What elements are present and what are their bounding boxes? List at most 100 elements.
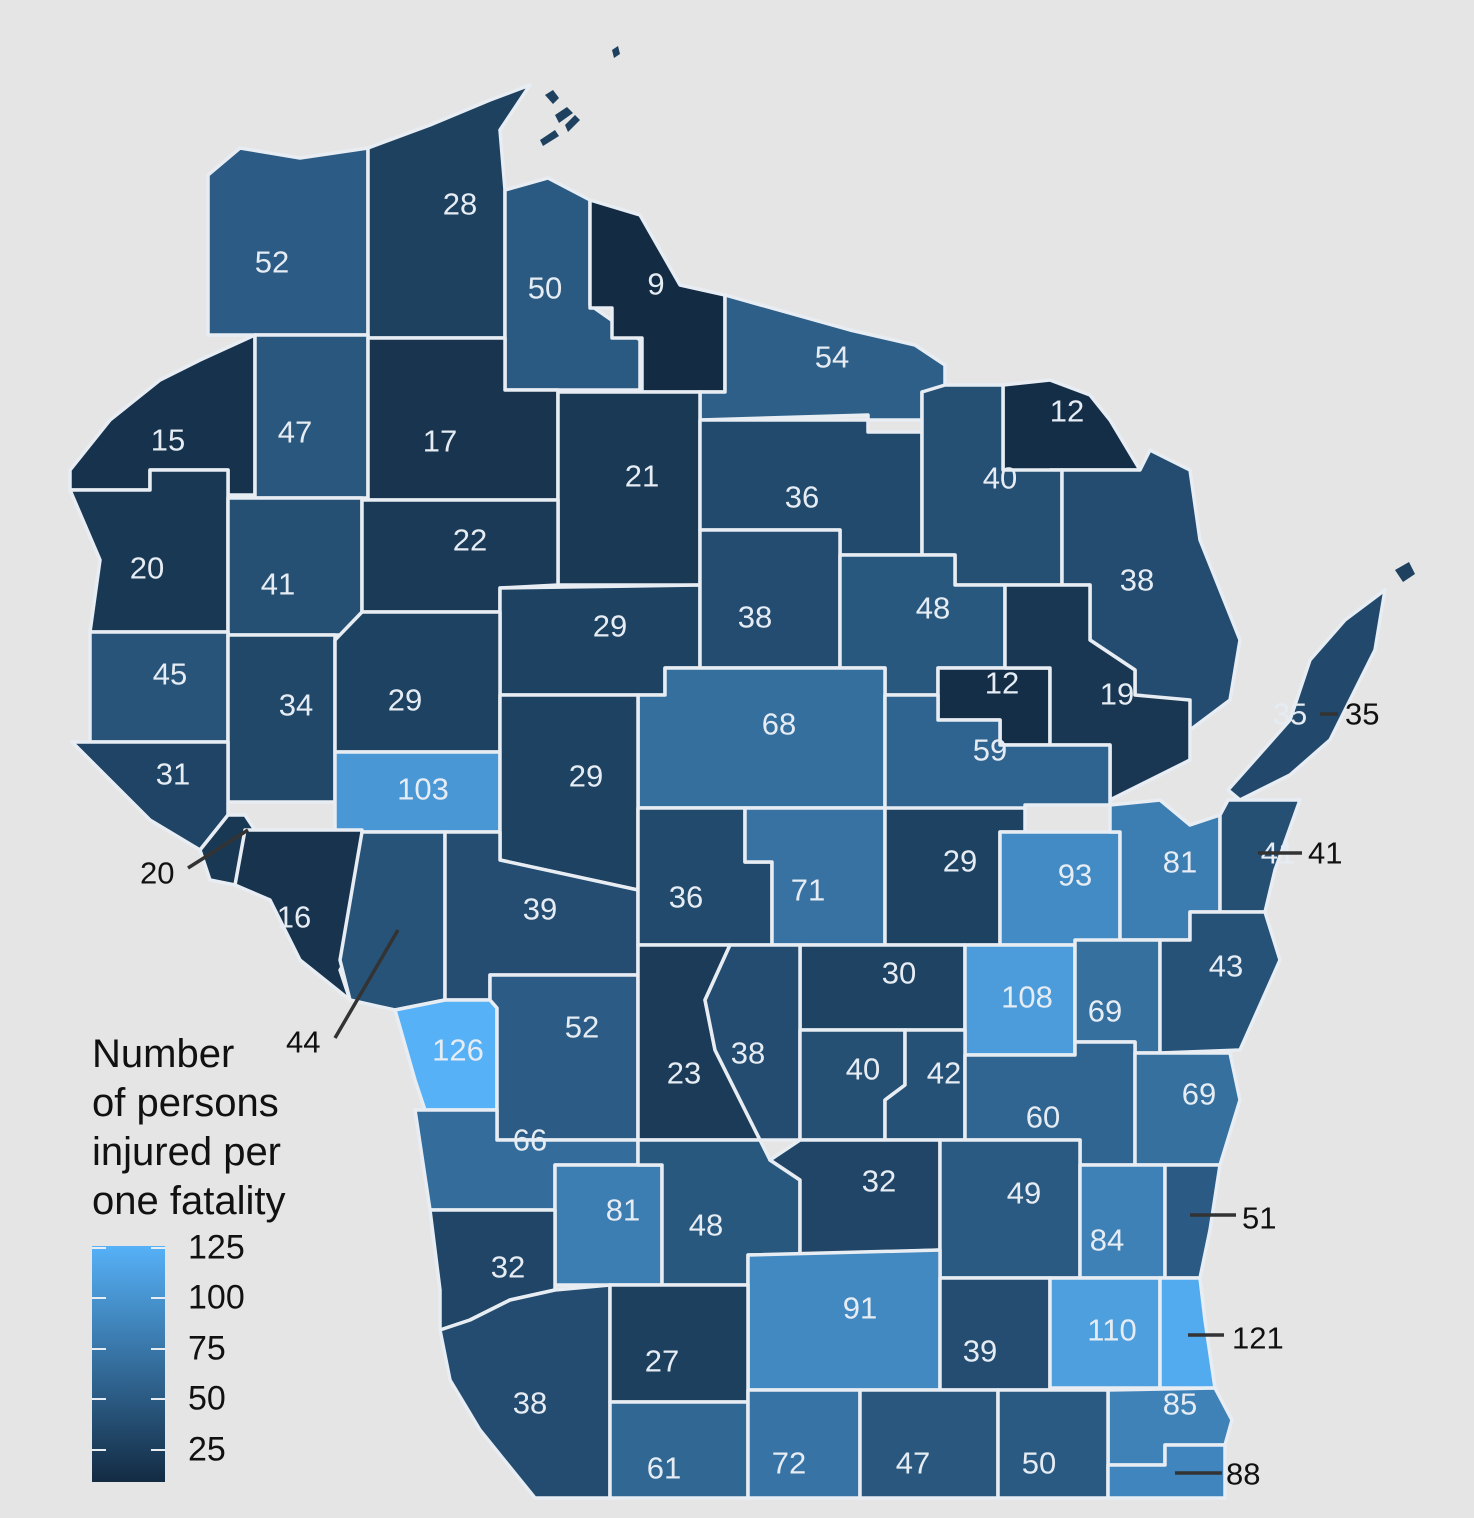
- legend-tick-mark: [151, 1347, 165, 1350]
- county-value-label: 38: [731, 1036, 765, 1071]
- legend-tick-mark: [92, 1398, 106, 1401]
- county-region: [206, 146, 370, 337]
- legend-tick-label: 75: [188, 1329, 226, 1368]
- county-value-label: 42: [927, 1056, 961, 1091]
- county-value-label: 69: [1182, 1077, 1216, 1112]
- county-value-label: 66: [513, 1123, 547, 1158]
- legend-tick-label: 25: [188, 1430, 226, 1469]
- county-value-label: 103: [397, 772, 449, 807]
- outside-value-labels: 35 41 20 44 51 121 88: [140, 697, 1379, 1492]
- county-value-label: 110: [1087, 1313, 1136, 1348]
- county-value-label: 48: [916, 591, 950, 626]
- county-region: [996, 1388, 1110, 1500]
- county-value-label: 60: [1026, 1100, 1060, 1135]
- county-value-label: 81: [606, 1193, 640, 1228]
- outside-value-label: 44: [286, 1025, 320, 1060]
- county-value-label: 36: [785, 480, 819, 515]
- county-value-label: 30: [882, 956, 916, 991]
- county-value-label: 38: [513, 1386, 547, 1421]
- county-value-label: 32: [862, 1164, 896, 1199]
- county-value-label: 31: [156, 757, 190, 792]
- county-value-label: 12: [1050, 394, 1084, 429]
- county-value-label: 16: [277, 900, 311, 935]
- county-value-label: 50: [1022, 1446, 1056, 1481]
- county-value-label: 38: [1120, 563, 1154, 598]
- county-region: [858, 1388, 1000, 1500]
- county-value-label: 9: [647, 267, 664, 302]
- outside-value-label: 35: [1345, 697, 1379, 732]
- county-value-label: 27: [645, 1344, 679, 1379]
- county-region: [1163, 1163, 1222, 1280]
- county-value-label: 19: [1100, 677, 1134, 712]
- legend-tick-mark: [151, 1398, 165, 1401]
- county-region: [746, 1388, 862, 1500]
- outside-value-label: 41: [1308, 836, 1342, 871]
- county-value-label: 61: [647, 1451, 681, 1486]
- county-value-label: 47: [278, 415, 312, 450]
- county-region: [1003, 583, 1192, 802]
- outside-value-label: 88: [1226, 1457, 1260, 1492]
- county-value-label: 41: [261, 567, 295, 602]
- county-value-label: 48: [689, 1208, 723, 1243]
- county-region: [1226, 588, 1387, 802]
- county-value-label: 68: [762, 707, 796, 742]
- county-value-label: 39: [523, 892, 557, 927]
- legend-tick-mark: [92, 1247, 106, 1250]
- county-value-label: 85: [1163, 1387, 1197, 1422]
- county-value-label: 20: [130, 551, 164, 586]
- county-value-labels: 52 28 50 9 54 12 15 47 17 21 36 40 20 41 22 29 38 48 38 45 3…: [130, 187, 1307, 1486]
- county-value-label: 38: [738, 600, 772, 635]
- county-value-label: 52: [255, 245, 289, 280]
- county-value-label: 15: [151, 423, 185, 458]
- legend-tick-label: 50: [188, 1379, 226, 1418]
- county-region: [338, 830, 447, 1012]
- county-region: [1106, 1443, 1227, 1500]
- county-region: [1158, 1276, 1217, 1390]
- county-value-label: 47: [896, 1446, 930, 1481]
- county-value-label: 29: [569, 759, 603, 794]
- county-value-label: 52: [565, 1010, 599, 1045]
- legend-tick-mark: [92, 1347, 106, 1350]
- county-value-label: 40: [846, 1052, 880, 1087]
- county-value-label: 34: [279, 688, 313, 723]
- county-region: [333, 610, 502, 754]
- county-value-label: 28: [443, 187, 477, 222]
- county-value-label: 29: [593, 609, 627, 644]
- county-value-label: 29: [388, 683, 422, 718]
- county-value-label: 91: [843, 1291, 877, 1326]
- county-region: [1078, 1163, 1167, 1280]
- county-value-label: 40: [983, 461, 1017, 496]
- county-region: [488, 973, 640, 1142]
- county-region: [70, 740, 230, 852]
- county-value-label: 21: [625, 459, 659, 494]
- outside-value-label: 20: [140, 856, 174, 891]
- county-value-label: 59: [973, 733, 1007, 768]
- legend-tick-mark: [92, 1448, 106, 1451]
- legend-tick-mark: [92, 1297, 106, 1300]
- county-value-label: 12: [985, 666, 1019, 701]
- county-regions: [68, 83, 1387, 1500]
- legend-tick-mark: [151, 1448, 165, 1451]
- county-value-label: 23: [667, 1056, 701, 1091]
- county-value-label: 69: [1088, 994, 1122, 1029]
- county-value-label: 49: [1007, 1176, 1041, 1211]
- legend-title: Number of persons injured per one fatali…: [92, 1032, 286, 1223]
- county-value-label: 43: [1209, 949, 1243, 984]
- county-value-label: 39: [963, 1334, 997, 1369]
- county-value-label: 35: [1273, 697, 1307, 732]
- county-value-label: 72: [772, 1446, 806, 1481]
- county-region: [1133, 1051, 1242, 1167]
- legend: Number of persons injured per one fatali…: [92, 1030, 352, 1482]
- county-value-label: 17: [423, 424, 457, 459]
- legend-tick-mark: [151, 1247, 165, 1250]
- county-value-label: 81: [1163, 845, 1197, 880]
- county-value-label: 22: [453, 523, 487, 558]
- county-region: [703, 943, 802, 1142]
- county-value-label: 84: [1090, 1223, 1124, 1258]
- county-value-label: 108: [1001, 980, 1053, 1015]
- county-value-label: 71: [791, 873, 825, 908]
- legend-tick-label: 125: [188, 1228, 245, 1267]
- county-value-label: 32: [491, 1250, 525, 1285]
- county-value-label: 54: [815, 340, 849, 375]
